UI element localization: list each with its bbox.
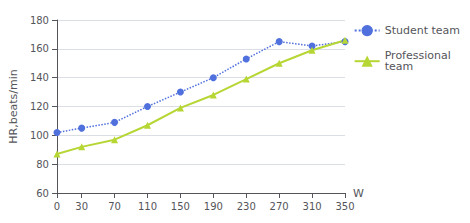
- svg-text:110: 110: [138, 201, 157, 212]
- svg-text:80: 80: [36, 159, 49, 170]
- svg-text:100: 100: [30, 130, 49, 141]
- svg-text:team: team: [385, 60, 414, 73]
- svg-text:350: 350: [335, 201, 354, 212]
- svg-text:190: 190: [204, 201, 223, 212]
- svg-text:W: W: [353, 187, 364, 200]
- svg-text:160: 160: [30, 43, 49, 54]
- svg-text:60: 60: [36, 188, 49, 199]
- svg-text:30: 30: [75, 201, 88, 212]
- svg-text:150: 150: [171, 201, 190, 212]
- svg-text:Student team: Student team: [385, 24, 460, 37]
- svg-text:HR,beats/min: HR,beats/min: [7, 69, 20, 143]
- svg-text:230: 230: [237, 201, 256, 212]
- svg-text:180: 180: [30, 15, 49, 26]
- svg-text:70: 70: [108, 201, 121, 212]
- svg-text:Professional: Professional: [384, 49, 451, 63]
- svg-text:310: 310: [303, 201, 322, 212]
- svg-text:120: 120: [30, 101, 49, 112]
- svg-text:140: 140: [30, 72, 49, 83]
- svg-text:0: 0: [54, 201, 60, 212]
- svg-text:270: 270: [270, 201, 289, 212]
